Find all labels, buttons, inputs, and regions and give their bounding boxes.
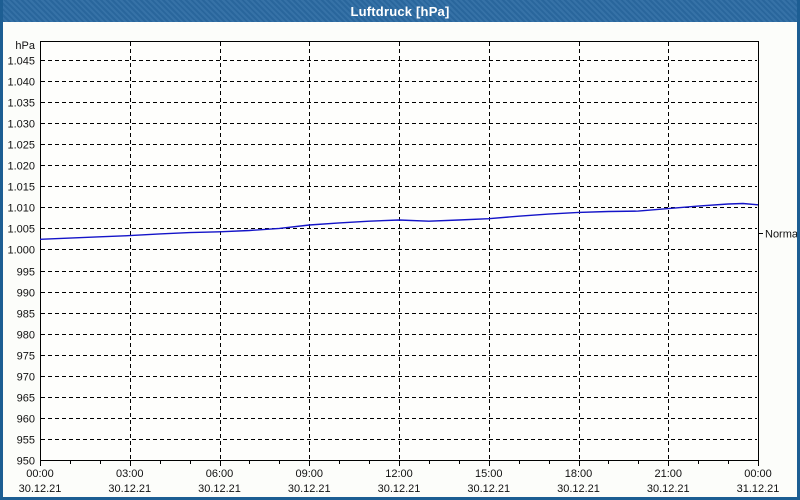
y-tick-label: 1.030 (7, 119, 35, 131)
y-tick-label: 1.025 (7, 140, 35, 152)
title-bar: Luftdruck [hPa] (3, 0, 797, 22)
x-axis-ticks (40, 460, 759, 466)
x-tick-time-label: 12:00 (385, 468, 413, 480)
x-tick-time-label: 06:00 (206, 468, 234, 480)
y-axis-unit-label: hPa (15, 40, 35, 52)
x-tick-date-label: 30.12.21 (19, 483, 62, 495)
y-grid (41, 60, 757, 440)
y-tick-label: 1.045 (7, 56, 35, 68)
x-tick-time-label: 21:00 (654, 468, 682, 480)
y-tick-label: 990 (17, 288, 35, 300)
y-axis-labels: 950 955 960 965 970 975 980 985 990 995 1.000 1.005… (7, 56, 35, 468)
y-tick-label: 975 (17, 351, 35, 363)
y-tick-label: 980 (17, 330, 35, 342)
normal-marker: Normal (758, 229, 797, 241)
normal-marker-label: Normal (765, 229, 797, 241)
x-tick-date-label: 30.12.21 (557, 483, 600, 495)
y-tick-label: 995 (17, 267, 35, 279)
x-tick-date-label: 30.12.21 (108, 483, 151, 495)
x-tick-time-label: 00:00 (744, 468, 772, 480)
pressure-chart: 950 955 960 965 970 975 980 985 990 995 1.000 1.005… (7, 40, 797, 495)
chart-content: 950 955 960 965 970 975 980 985 990 995 1.000 1.005… (3, 22, 797, 497)
x-tick-date-label: 31.12.21 (737, 483, 780, 495)
y-tick-label: 1.010 (7, 203, 35, 215)
y-tick-label: 955 (17, 435, 35, 447)
y-tick-label: 1.040 (7, 77, 35, 89)
y-tick-label: 1.020 (7, 161, 35, 173)
x-tick-time-label: 09:00 (295, 468, 323, 480)
y-tick-label: 1.035 (7, 98, 35, 110)
x-tick-time-label: 15:00 (475, 468, 503, 480)
x-tick-date-label: 30.12.21 (467, 483, 510, 495)
plot-border (40, 41, 759, 461)
y-tick-label: 970 (17, 372, 35, 384)
x-tick-date-label: 30.12.21 (198, 483, 241, 495)
y-tick-label: 1.005 (7, 224, 35, 236)
y-tick-label: 960 (17, 414, 35, 426)
y-tick-label: 985 (17, 309, 35, 321)
y-tick-label: 950 (17, 456, 35, 468)
x-tick-time-label: 03:00 (116, 468, 144, 480)
chart-title: Luftdruck [hPa] (350, 3, 450, 19)
x-tick-date-label: 30.12.21 (288, 483, 331, 495)
y-tick-label: 965 (17, 393, 35, 405)
x-tick-date-label: 30.12.21 (378, 483, 421, 495)
y-tick-label: 1.015 (7, 182, 35, 194)
x-tick-date-label: 30.12.21 (647, 483, 690, 495)
x-axis-labels: 00:00 30.12.21 03:00 30.12.21 06:00 30.12.21 0… (19, 468, 780, 495)
x-tick-time-label: 00:00 (26, 468, 54, 480)
y-tick-label: 1.000 (7, 245, 35, 257)
pressure-line (39, 202, 759, 240)
x-tick-time-label: 18:00 (565, 468, 593, 480)
